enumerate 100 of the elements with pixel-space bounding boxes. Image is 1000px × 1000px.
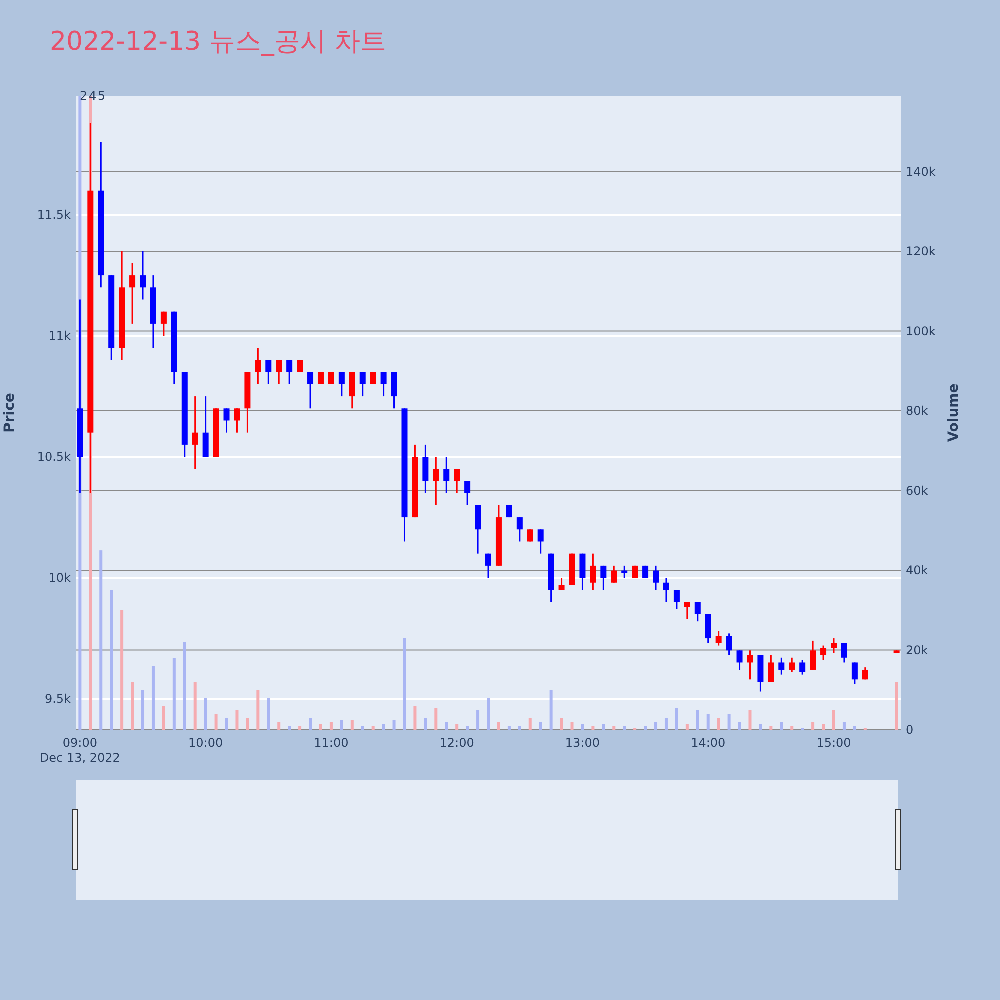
bar (183, 642, 186, 730)
bar (728, 714, 731, 730)
bar (278, 722, 281, 730)
candlestick (308, 372, 314, 410)
candlestick (862, 666, 868, 680)
x-tick-label: 11:00 (314, 736, 349, 750)
candlestick (736, 650, 743, 671)
y2-axis-title: Volume (946, 384, 962, 442)
bar (832, 710, 836, 730)
x-tick-label: 15:00 (816, 736, 852, 750)
candlestick (747, 650, 754, 680)
bar (194, 682, 197, 730)
y2-tick-label: 120k (906, 244, 936, 259)
y2-tick-label: 140k (906, 164, 936, 179)
bar (424, 718, 428, 730)
candlestick (297, 359, 304, 374)
candlestick (768, 654, 774, 683)
candlestick (140, 250, 146, 300)
bar (602, 724, 606, 730)
y-tick-label: 11k (48, 329, 72, 344)
candlestick (590, 553, 596, 591)
bar (654, 722, 658, 730)
bar (675, 708, 678, 730)
bar (142, 690, 145, 730)
candlestick (663, 577, 670, 603)
y-tick-label: 10.5k (37, 450, 72, 464)
candlestick (255, 347, 262, 386)
bar (434, 708, 438, 730)
candlestick (192, 396, 198, 470)
bar (592, 726, 595, 730)
candlestick (433, 456, 440, 506)
bar (131, 682, 134, 730)
bar (350, 720, 354, 730)
bar (456, 724, 459, 730)
annotation: 4 (89, 89, 97, 103)
bar (518, 726, 522, 730)
candlestick (653, 565, 660, 591)
bar (706, 714, 710, 730)
candlestick (611, 565, 618, 584)
bar (382, 724, 386, 730)
bar (204, 698, 208, 730)
y2-tick-label: 40k (906, 564, 928, 578)
annotation: 2 (80, 89, 88, 103)
bar (895, 682, 898, 730)
bar (780, 722, 784, 730)
bar (236, 710, 239, 730)
candlestick (454, 468, 460, 494)
bar (812, 722, 815, 730)
bar (403, 638, 406, 730)
candlestick (789, 657, 796, 674)
bar (842, 722, 846, 730)
bar (853, 726, 856, 730)
bar (152, 666, 155, 730)
bar (550, 690, 553, 730)
bar (822, 724, 826, 730)
bar (330, 722, 333, 730)
candlestick (852, 662, 858, 686)
candlestick (726, 632, 732, 656)
bar (267, 698, 270, 730)
y2-tick-label: 20k (906, 643, 928, 658)
candlestick (684, 601, 690, 620)
x-tick-label: 13:00 (565, 736, 600, 750)
bar (612, 726, 616, 730)
y-tick-label: 11.5k (37, 208, 72, 222)
candlestick (370, 372, 376, 386)
candlestick (820, 645, 827, 662)
bar (748, 710, 752, 730)
candlestick (286, 359, 293, 386)
bar (476, 710, 480, 730)
bar (570, 722, 574, 730)
bar (100, 550, 103, 730)
bar (309, 718, 312, 730)
candlestick (224, 408, 230, 434)
candlestick (830, 638, 837, 654)
bar (508, 726, 511, 730)
candlestick (276, 359, 282, 386)
candlestick (778, 657, 785, 676)
candlestick (360, 372, 366, 398)
bar (528, 718, 532, 730)
bar (497, 722, 500, 730)
bar (214, 714, 218, 730)
y-tick-label: 10k (48, 571, 72, 586)
bar (623, 726, 626, 730)
candlestick (600, 565, 607, 591)
x-tick-label: 14:00 (691, 736, 726, 750)
candlestick (516, 516, 523, 542)
y2-tick-label: 100k (906, 324, 936, 338)
candlestick (318, 372, 324, 386)
bar (664, 718, 668, 730)
bar (581, 724, 584, 730)
y-axis-title: Price (2, 393, 18, 433)
bar (110, 590, 114, 730)
bar (162, 706, 166, 730)
bar (696, 710, 700, 730)
bar (120, 610, 124, 730)
bar (414, 706, 417, 730)
candlestick (380, 372, 387, 398)
candlestick (464, 480, 471, 506)
candlestick (716, 630, 722, 647)
x-tick-label: 12:00 (440, 736, 474, 750)
